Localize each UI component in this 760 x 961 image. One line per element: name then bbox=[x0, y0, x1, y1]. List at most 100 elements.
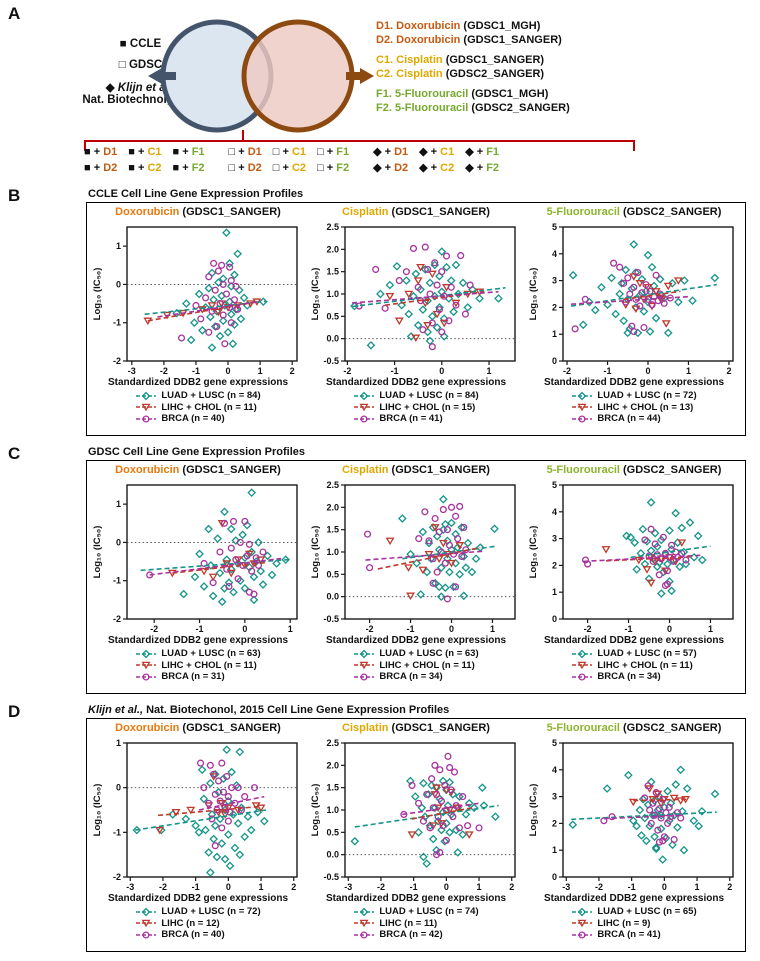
legend-label: LUAD + LUSC (n = 84) bbox=[161, 390, 261, 402]
data-point-diamond bbox=[222, 555, 232, 564]
trend-line bbox=[157, 300, 259, 318]
scatter-plot-canvas: -2 -1 0 1 2 0 1 2 3 4 5 Log₁₀ (IC₅₀) bbox=[528, 222, 734, 376]
chart-title-drug: Cisplatin bbox=[342, 722, 389, 734]
data-point-circle bbox=[250, 784, 259, 792]
trend-line bbox=[149, 557, 282, 576]
svg-text:-2: -2 bbox=[595, 882, 603, 892]
section-header: Klijn et al., Nat. Biotechonol, 2015 Cel… bbox=[88, 702, 760, 716]
data-point-diamond bbox=[638, 524, 648, 534]
data-point-diamond bbox=[454, 289, 463, 299]
data-point-circle bbox=[426, 824, 434, 832]
data-point-circle bbox=[228, 784, 236, 792]
svg-text:1: 1 bbox=[487, 366, 492, 376]
data-point-circle bbox=[648, 301, 656, 309]
data-point-circle bbox=[241, 793, 249, 801]
data-point-diamond bbox=[350, 836, 360, 846]
data-point-diamond bbox=[249, 595, 259, 605]
trend-line bbox=[377, 546, 481, 570]
data-point-diamond bbox=[438, 494, 448, 504]
section-plot-box: Doxorubicin (GDSC1_SANGER) -3 -2 -1 0 1 2 -2 -1 0… bbox=[86, 202, 746, 436]
data-point-diamond bbox=[651, 313, 661, 323]
combo-row: □ + D2 □ + C2 □ + F2 bbox=[229, 160, 350, 176]
drug-code-name: D2. Doxorubicin bbox=[376, 33, 461, 46]
chart-title-dataset: (GDSC1_SANGER) bbox=[388, 722, 490, 734]
drug-dataset: (GDSC2_SANGER) bbox=[445, 67, 545, 80]
data-point-triangle-down bbox=[646, 579, 656, 588]
combo-code: D2 bbox=[247, 162, 262, 174]
chart-title-drug: Cisplatin bbox=[342, 206, 389, 218]
data-points-layer bbox=[350, 752, 500, 868]
svg-text:-1: -1 bbox=[192, 882, 200, 892]
combo-cell: □ + D2 bbox=[229, 160, 262, 176]
chart-title-dataset: (GDSC1_SANGER) bbox=[179, 206, 281, 218]
data-point-diamond bbox=[414, 828, 423, 837]
data-point-diamond bbox=[457, 523, 467, 532]
combo-group: ■ + D1 ■ + C1 ■ + F1 ■ + D2 ■ + C2 ■ + F2 bbox=[84, 144, 205, 176]
data-point-diamond bbox=[667, 586, 676, 596]
data-point-diamond bbox=[238, 530, 247, 540]
data-point-diamond bbox=[360, 907, 369, 917]
chart-title: Cisplatin (GDSC1_SANGER) bbox=[342, 206, 490, 221]
data-point-circle bbox=[243, 552, 251, 560]
chart-title-dataset: (GDSC1_SANGER) bbox=[179, 722, 281, 734]
svg-text:4: 4 bbox=[552, 249, 557, 259]
data-point-diamond bbox=[427, 781, 436, 790]
data-point-circle bbox=[408, 781, 416, 789]
data-point-diamond bbox=[228, 810, 238, 819]
data-point-diamond bbox=[663, 559, 672, 569]
data-point-diamond bbox=[230, 270, 239, 280]
data-points-layer bbox=[146, 488, 290, 607]
trend-line bbox=[147, 300, 259, 322]
chart-title-drug: Doxorubicin bbox=[115, 722, 180, 734]
legend-label: LUAD + LUSC (n = 57) bbox=[597, 648, 697, 660]
data-point-diamond bbox=[665, 526, 674, 535]
data-point-triangle-down bbox=[394, 317, 404, 326]
data-point-triangle-down bbox=[601, 546, 611, 554]
chart-title: 5-Fluorouracil (GDSC2_SANGER) bbox=[547, 722, 722, 737]
data-point-circle bbox=[221, 340, 229, 348]
data-point-diamond bbox=[464, 798, 474, 808]
data-point-diamond bbox=[366, 341, 376, 350]
data-point-diamond bbox=[240, 584, 250, 593]
data-point-triangle-down bbox=[223, 804, 233, 813]
data-point-diamond bbox=[157, 825, 166, 835]
svg-text:-2: -2 bbox=[563, 366, 571, 376]
data-point-diamond bbox=[259, 816, 269, 826]
legend-item: LIHC + CHOL (n = 11) bbox=[353, 660, 478, 672]
data-point-diamond bbox=[663, 328, 673, 338]
trend-line bbox=[571, 811, 717, 821]
combo-cell: □ + C1 bbox=[273, 144, 306, 160]
data-point-diamond bbox=[650, 832, 659, 842]
data-point-triangle-down bbox=[647, 302, 657, 311]
filled-square-icon: ■ + bbox=[172, 162, 192, 174]
data-point-circle bbox=[441, 781, 449, 789]
combo-code: C1 bbox=[147, 146, 162, 158]
data-point-triangle-down bbox=[631, 305, 641, 314]
data-point-circle bbox=[461, 310, 469, 318]
data-point-diamond bbox=[435, 303, 444, 312]
data-point-circle bbox=[436, 766, 444, 774]
data-point-circle bbox=[414, 283, 422, 291]
chart-title-dataset: (GDSC2_SANGER) bbox=[619, 464, 722, 476]
data-point-diamond bbox=[467, 567, 477, 577]
data-point-diamond bbox=[420, 265, 430, 274]
section-header-text: CCLE Cell Line Gene Expression Profiles bbox=[88, 188, 304, 200]
data-point-diamond bbox=[653, 805, 663, 815]
svg-text:-3: -3 bbox=[126, 882, 134, 892]
data-point-circle bbox=[372, 265, 380, 273]
data-point-diamond bbox=[438, 525, 448, 534]
combo-code: F2 bbox=[191, 162, 205, 174]
svg-text:2.5: 2.5 bbox=[326, 480, 339, 490]
plot-legend: LUAD + LUSC (n = 84) LIHC + CHOL (n = 15)… bbox=[353, 390, 479, 425]
data-point-diamond bbox=[578, 320, 588, 330]
open-square-icon: □ + bbox=[317, 146, 337, 158]
data-point-circle bbox=[459, 793, 467, 801]
data-point-circle bbox=[663, 567, 672, 575]
combo-code: C1 bbox=[440, 146, 455, 158]
svg-text:-1: -1 bbox=[625, 624, 633, 634]
data-point-circle bbox=[415, 535, 423, 543]
data-point-circle bbox=[426, 290, 434, 298]
data-point-diamond bbox=[679, 845, 689, 855]
x-axis-label: Standardized DDB2 gene expressions bbox=[107, 635, 289, 646]
data-point-circle bbox=[222, 290, 230, 298]
